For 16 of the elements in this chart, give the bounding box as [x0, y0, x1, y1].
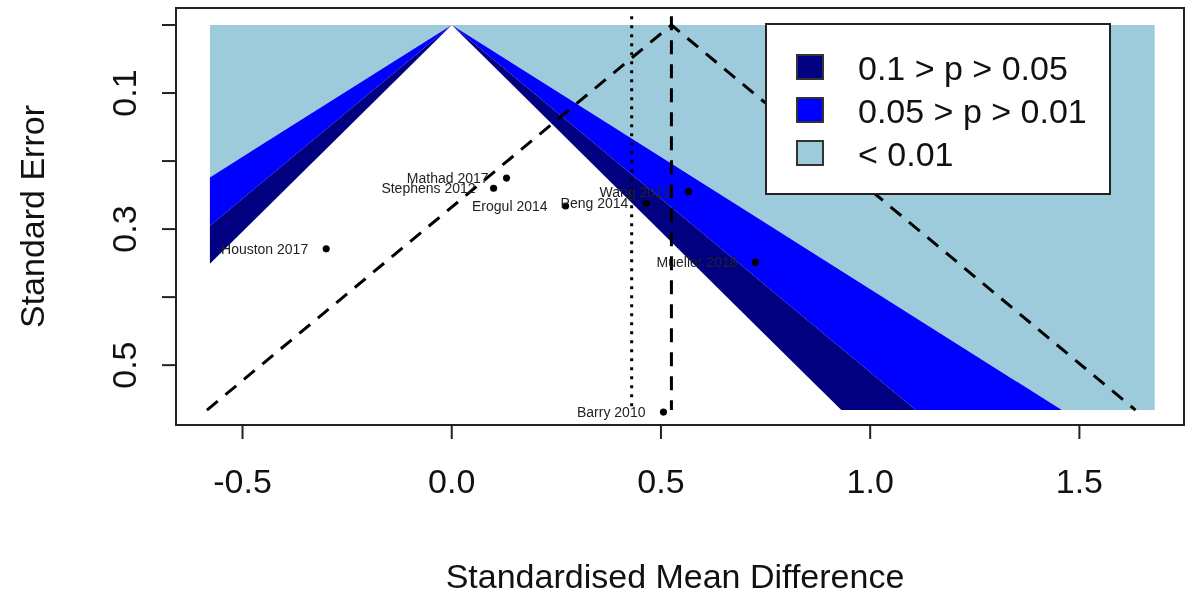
legend-label: 0.05 > p > 0.01	[858, 92, 1087, 130]
y-tick-label: 0.5	[105, 341, 143, 389]
annotation: Houston 2017	[221, 240, 309, 257]
y-axis-title: Standard Error	[13, 105, 51, 328]
x-tick-label: -0.5	[213, 462, 272, 500]
y-tick-label: 0.3	[105, 205, 143, 253]
legend-label: < 0.01	[858, 135, 954, 173]
x-tick-label: 1.5	[1055, 462, 1104, 500]
y-tick-label: 0.1	[105, 69, 143, 117]
annotation: Barry 2010	[576, 404, 646, 421]
x-tick-label: 0.5	[637, 462, 685, 500]
x-tick-label: 0.0	[428, 462, 476, 500]
x-tick-label: 1.0	[846, 462, 894, 500]
annotation: Erogul 2014	[472, 197, 548, 214]
x-axis-title: Standardised Mean Difference	[445, 557, 905, 595]
legend-label: 0.1 > p > 0.05	[858, 49, 1068, 87]
